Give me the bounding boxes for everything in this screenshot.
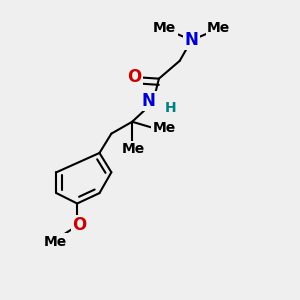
Text: O: O — [72, 216, 86, 234]
Text: N: N — [142, 92, 155, 110]
Text: Me: Me — [43, 235, 67, 248]
Text: Me: Me — [207, 20, 230, 34]
Text: O: O — [127, 68, 141, 85]
Text: H: H — [165, 101, 177, 115]
Text: N: N — [185, 31, 199, 49]
Text: Me: Me — [152, 121, 176, 135]
Text: Me: Me — [122, 142, 145, 156]
Text: Me: Me — [153, 20, 176, 34]
